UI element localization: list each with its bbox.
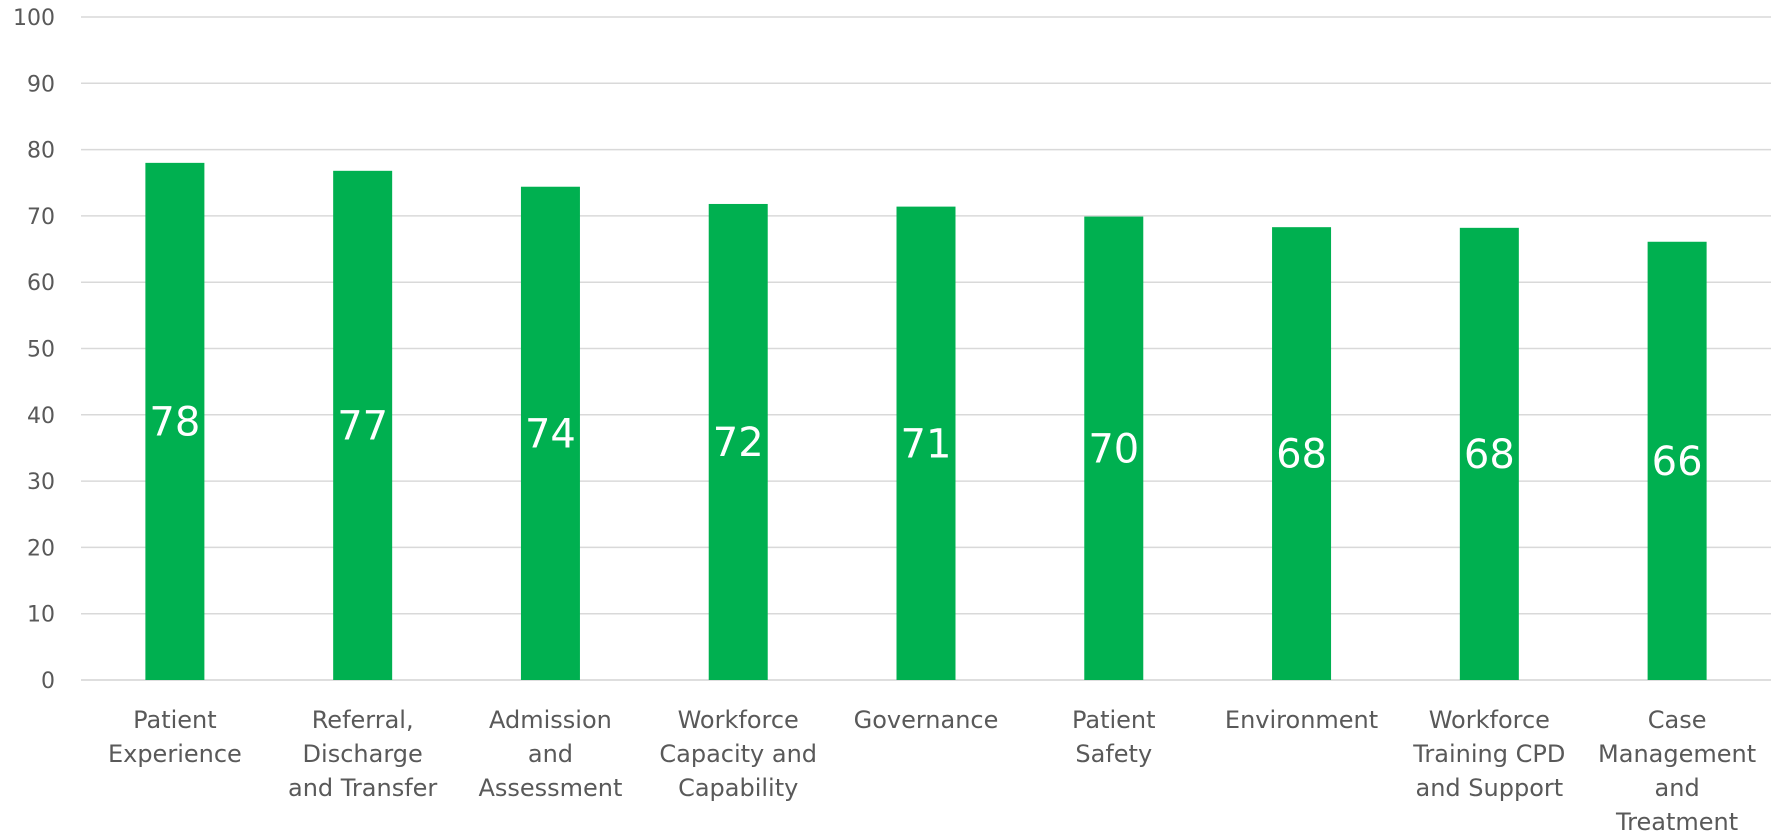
category-label-line: Assessment (478, 774, 622, 802)
data-labels: 78 77 74 72 71 70 68 68 66 (149, 399, 1702, 484)
bar (1084, 216, 1144, 681)
category-label: Admission and Assessment (478, 706, 622, 802)
y-tick-label: 10 (27, 603, 55, 628)
bar (1459, 227, 1519, 681)
category-label-line: and Transfer (288, 774, 437, 802)
category-label-line: and Support (1416, 774, 1564, 802)
y-tick-label: 90 (27, 72, 55, 97)
bar (333, 170, 393, 681)
category-label-line: Safety (1075, 740, 1152, 768)
data-label: 72 (713, 420, 764, 466)
bar (1272, 227, 1332, 680)
category-label: Patient Experience (108, 706, 242, 768)
category-label-line: Treatment (1615, 808, 1738, 832)
bar (896, 206, 956, 681)
data-label: 68 (1276, 432, 1327, 478)
bar (708, 203, 768, 680)
category-label-line: Case (1648, 706, 1707, 734)
bar (145, 162, 205, 681)
data-label: 78 (149, 399, 200, 445)
y-tick-label: 0 (41, 669, 55, 694)
y-tick-label: 70 (27, 205, 55, 230)
bars (145, 162, 1707, 681)
category-label: Governance (854, 706, 999, 734)
category-label: Case Management and Treatment (1598, 706, 1756, 832)
bar (520, 186, 580, 680)
category-label: Environment (1225, 706, 1378, 734)
category-label-line: and (1655, 774, 1700, 802)
category-label-line: Workforce (1429, 706, 1550, 734)
category-label: Patient Safety (1072, 706, 1156, 768)
category-label-line: Governance (854, 706, 999, 734)
category-label-line: Admission (489, 706, 612, 734)
y-tick-label: 60 (27, 271, 55, 296)
category-label-line: Referral, (312, 706, 414, 734)
category-label-line: Patient (1072, 706, 1156, 734)
y-tick-label: 100 (13, 6, 55, 31)
category-label-line: Environment (1225, 706, 1378, 734)
data-label: 70 (1088, 426, 1139, 472)
y-tick-label: 40 (27, 404, 55, 429)
data-label: 68 (1464, 432, 1515, 478)
category-label-line: Workforce (678, 706, 799, 734)
category-label-line: Patient (133, 706, 217, 734)
data-label: 74 (525, 411, 576, 457)
category-label: Referral, Discharge and Transfer (288, 706, 437, 802)
y-tick-label: 50 (27, 338, 55, 363)
y-tick-label: 20 (27, 536, 55, 561)
data-label: 77 (337, 403, 388, 449)
x-axis-categories: Patient Experience Referral, Discharge and T… (108, 706, 1756, 832)
data-label: 66 (1652, 439, 1703, 485)
bar (1647, 241, 1707, 680)
category-label: Workforce Capacity and Capability (659, 706, 817, 802)
category-label-line: Capacity and (659, 740, 817, 768)
category-label-line: Experience (108, 740, 242, 768)
category-label-line: Discharge (303, 740, 423, 768)
category-label-line: Capability (678, 774, 798, 802)
category-label-line: and (528, 740, 573, 768)
data-label: 71 (901, 421, 952, 467)
category-label: Workforce Training CPD and Support (1412, 706, 1565, 802)
y-axis-ticks: 0 10 20 30 40 50 60 70 80 90 100 (13, 6, 55, 694)
category-label-line: Training CPD (1412, 740, 1565, 768)
y-tick-label: 80 (27, 139, 55, 164)
y-tick-label: 30 (27, 470, 55, 495)
category-label-line: Management (1598, 740, 1756, 768)
